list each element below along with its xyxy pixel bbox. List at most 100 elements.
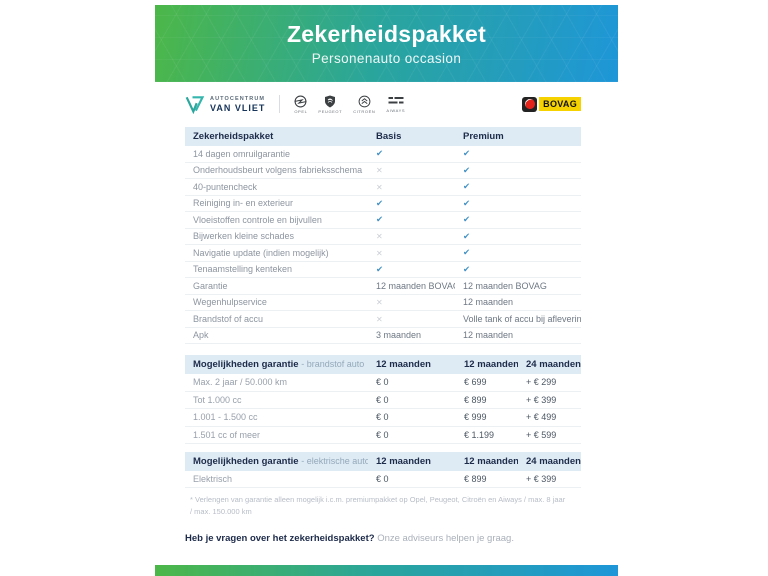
table-row: Apk 3 maanden 12 maanden (185, 328, 581, 344)
row-value: ✔ (455, 181, 581, 192)
row-label: 1.501 cc of meer (193, 429, 261, 440)
row-value: ✕ (368, 165, 455, 175)
row-label: Wegenhulpservice (193, 297, 267, 308)
table-row: Garantie 12 maanden BOVAG 12 maanden BOVAG (185, 278, 581, 295)
header-banner: Zekerheidspakket Personenauto occasion (155, 5, 618, 82)
row-label: 1.001 - 1.500 cc (193, 412, 258, 423)
row-value: + € 599 (526, 429, 557, 440)
row-value: 12 maanden BOVAG (376, 280, 455, 291)
table-row: Tenaamstelling kenteken ✔ ✔ (185, 262, 581, 278)
row-label: Navigatie update (indien mogelijk) (193, 247, 329, 258)
row-value: ✔ (368, 198, 455, 209)
check-icon: ✔ (376, 148, 384, 159)
check-icon: ✔ (376, 263, 384, 274)
row-value: + € 399 (526, 474, 557, 484)
cross-icon: ✕ (376, 248, 383, 258)
table-row: Vloeistoffen controle en bijvullen ✔ ✔ (185, 212, 581, 229)
row-value: ✔ (455, 231, 581, 242)
check-icon: ✔ (463, 263, 471, 274)
fuel-warranty-table-header: Mogelijkheden garantie - brandstof auto … (185, 355, 581, 374)
column-header: Premium (463, 131, 504, 142)
check-icon: ✔ (376, 197, 384, 208)
row-value: ✔ (455, 247, 581, 258)
table-row: 40-puntencheck ✕ ✔ (185, 179, 581, 196)
cross-icon: ✕ (376, 314, 383, 324)
table-row: Navigatie update (indien mogelijk) ✕ ✔ (185, 245, 581, 262)
row-value: ✔ (368, 264, 455, 275)
table-row: Tot 1.000 cc € 0 € 899 + € 399 (185, 392, 581, 409)
table-row: Onderhoudsbeurt volgens fabrieksschema ✕ ✔ (185, 163, 581, 179)
table-row: Wegenhulpservice ✕ 12 maanden (185, 295, 581, 311)
row-label: Tenaamstelling kenteken (193, 264, 293, 275)
brand-peugeot: Peugeot (318, 95, 342, 114)
row-value: 12 maanden BOVAG (463, 280, 547, 291)
dealer-logo: AUTOCENTRUM VAN VLIET (185, 94, 265, 114)
table-row: Max. 2 jaar / 50.000 km € 0 € 699 + € 299 (185, 374, 581, 392)
row-value: ✕ (368, 314, 455, 324)
brand-logos: Opel Peugeot (294, 95, 405, 114)
citroen-logo-icon (358, 95, 371, 108)
table-row: 1.001 - 1.500 cc € 0 € 999 + € 499 (185, 409, 581, 427)
row-value: ✔ (455, 214, 581, 225)
row-label: Reiniging in- en exterieur (193, 198, 294, 209)
table-row: 14 dagen omruilgarantie ✔ ✔ (185, 146, 581, 163)
check-icon: ✔ (463, 230, 471, 241)
row-value: ✔ (455, 264, 581, 275)
column-header: Mogelijkheden garantie - brandstof auto (193, 359, 365, 370)
column-header: Zekerheidspakket (193, 131, 274, 142)
table-row: Elektrisch € 0 € 899 + € 399 (185, 471, 581, 488)
row-value: + € 399 (526, 394, 557, 405)
brand-aiways: Aiways (386, 95, 405, 113)
row-label: 14 dagen omruilgarantie (193, 148, 291, 159)
package-table-header: Zekerheidspakket Basis Premium (185, 127, 581, 146)
row-value: ✕ (368, 297, 455, 307)
cross-icon: ✕ (376, 166, 383, 176)
row-value: € 1.199 (464, 429, 495, 440)
row-value: € 899 (464, 394, 487, 405)
row-value: € 699 (464, 377, 487, 388)
row-value: + € 499 (526, 412, 557, 423)
electric-warranty-table: Mogelijkheden garantie - elektrische aut… (185, 452, 581, 488)
row-label: Brandstof of accu (193, 313, 264, 324)
column-header: 12 maanden (464, 456, 518, 467)
row-value: 12 maanden (463, 297, 514, 308)
row-label: Vloeistoffen controle en bijvullen (193, 214, 322, 225)
package-table: Zekerheidspakket Basis Premium 14 dagen … (185, 127, 581, 344)
row-value: ✔ (455, 165, 581, 176)
column-header: 24 maanden* (526, 456, 581, 467)
cross-icon: ✕ (376, 182, 383, 192)
dealer-v7-icon (185, 94, 205, 114)
row-value: € 899 (464, 474, 487, 484)
row-label: Apk (193, 330, 209, 341)
brand-citroen: Citroën (353, 95, 375, 114)
logo-divider (279, 95, 281, 113)
table-row: Brandstof of accu ✕ Volle tank of accu bij… (185, 311, 581, 328)
row-value: € 0 (376, 474, 389, 484)
check-icon: ✔ (463, 181, 471, 192)
column-header: Basis (376, 131, 402, 142)
row-value: ✕ (368, 248, 455, 258)
bovag-wordmark: BOVAG (539, 97, 581, 111)
table-row: Reiniging in- en exterieur ✔ ✔ (185, 196, 581, 212)
row-label: Bijwerken kleine schades (193, 231, 295, 242)
row-value: + € 299 (526, 377, 557, 388)
footnote: * Verlengen van garantie alleen mogelijk… (190, 495, 566, 516)
bovag-logo: BOVAG (522, 96, 581, 112)
page-subtitle: Personenauto occasion (311, 51, 462, 66)
row-value: ✕ (368, 182, 455, 192)
cross-icon: ✕ (376, 298, 383, 308)
row-value: € 0 (376, 394, 389, 405)
opel-logo-icon (294, 95, 307, 108)
row-value: Volle tank of accu bij aflevering (463, 313, 581, 324)
check-icon: ✔ (463, 197, 471, 208)
row-value: € 0 (376, 377, 389, 388)
check-icon: ✔ (376, 214, 384, 225)
row-value: 12 maanden (463, 330, 514, 341)
dealer-name-top: AUTOCENTRUM (210, 95, 266, 102)
row-value: € 0 (376, 412, 389, 423)
column-header: Mogelijkheden garantie - elektrische aut… (193, 456, 368, 467)
column-header: 12 maanden (376, 359, 431, 370)
row-value: 3 maanden (376, 330, 422, 341)
bottom-gradient-bar (155, 565, 618, 576)
bovag-emblem-icon (522, 96, 538, 112)
